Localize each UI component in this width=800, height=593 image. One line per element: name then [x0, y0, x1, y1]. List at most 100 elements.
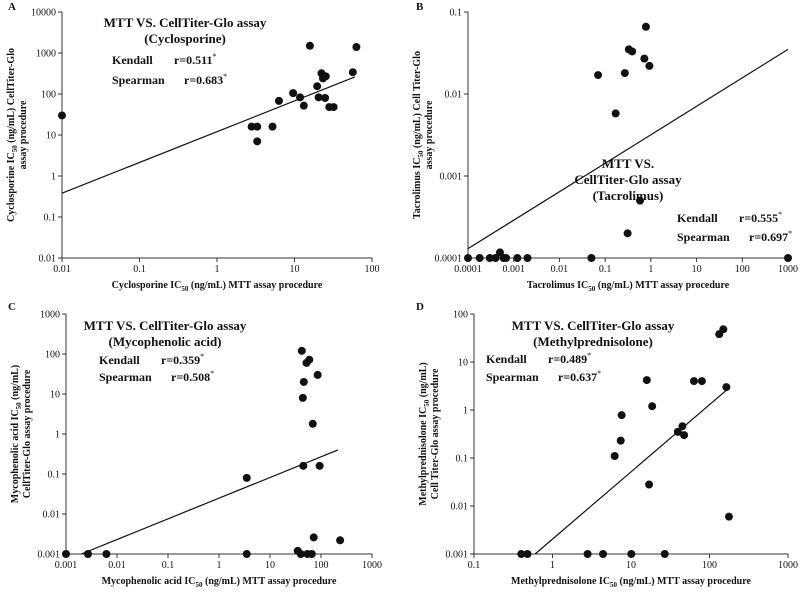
data-point [491, 254, 500, 262]
x-tick-label: 100 [314, 560, 329, 571]
stat-name: Spearman [112, 73, 165, 87]
y-tick-label: 0.0001 [435, 254, 463, 265]
data-point [636, 196, 645, 205]
data-point [336, 536, 345, 545]
y-tick-label: 10 [46, 131, 56, 142]
x-tick-label: 1 [217, 560, 222, 571]
data-point [587, 254, 596, 262]
data-point [517, 550, 526, 558]
panel-letter: B [416, 1, 424, 13]
data-point [348, 68, 357, 77]
panel-title: CellTiter-Glo assay [574, 172, 682, 187]
stat-value: r=0.555* [739, 210, 782, 225]
data-point [645, 480, 654, 489]
x-tick-label: 100 [365, 264, 380, 275]
data-point [627, 550, 636, 558]
y-axis-label-line1: Methylprednisolone IC50 (ng/mL) [418, 362, 431, 506]
data-point [673, 427, 682, 436]
data-point [719, 325, 728, 334]
panel-title: MTT VS. CellTiter-Glo assay [84, 318, 247, 333]
data-point [475, 254, 484, 262]
data-point [321, 93, 330, 102]
stat-value: r=0.359* [161, 352, 204, 367]
x-axis-label: Tacrolimus IC50 (ng/mL) MTT assay proced… [527, 280, 730, 293]
x-axis-label: Methylprednisolone IC50 (ng/mL) MTT assa… [511, 576, 751, 589]
x-axis-label: Mycophenolic acid IC50 (ng/mL) MTT assay… [102, 576, 337, 589]
data-point [297, 346, 306, 355]
x-tick-label: 10 [692, 264, 702, 275]
data-point [641, 22, 650, 31]
y-tick-label: 0.01 [445, 90, 463, 101]
stat-name: Spearman [677, 230, 730, 244]
data-point [296, 93, 305, 102]
data-point [502, 254, 511, 262]
data-point [268, 122, 277, 131]
data-point [660, 550, 669, 558]
y-axis-label-line2: Cell Titer-Glo assay procedure [430, 368, 441, 499]
data-point [58, 111, 66, 120]
data-point [640, 54, 649, 63]
x-tick-label: 1 [648, 264, 653, 275]
data-point [296, 550, 305, 558]
data-point [313, 82, 322, 91]
x-tick-label: 0.1 [133, 264, 146, 275]
y-axis-label-line1: Cyclosporine IC50 (ng/mL) CellTiter-Glo [6, 48, 19, 222]
regression-line [61, 76, 356, 194]
data-point [274, 96, 283, 105]
stat-value: r=0.637* [558, 369, 601, 384]
data-point [722, 383, 731, 392]
stat-name: Kendall [486, 352, 527, 366]
y-tick-label: 1 [55, 430, 60, 441]
y-tick-label: 0.001 [446, 550, 469, 561]
data-point [697, 377, 706, 386]
panel-letter: D [416, 301, 424, 313]
y-tick-label: 0.01 [39, 254, 57, 265]
data-point [599, 550, 608, 558]
data-point [616, 436, 625, 445]
x-tick-label: 1 [215, 264, 220, 275]
data-point [83, 550, 92, 558]
x-tick-label: 1000 [362, 560, 382, 571]
y-tick-label: 0.1 [44, 213, 57, 224]
x-tick-label: 1 [550, 560, 555, 571]
stat-name: Kendall [112, 53, 153, 67]
stat-name: Spearman [486, 370, 539, 384]
data-point [102, 550, 111, 558]
data-point [298, 393, 307, 402]
panel-letter: C [8, 301, 16, 313]
data-point [313, 370, 322, 379]
data-point [307, 550, 316, 558]
data-point [352, 43, 361, 52]
y-tick-label: 10000 [31, 8, 56, 19]
y-tick-label: 0.01 [451, 502, 469, 513]
y-tick-label: 0.001 [38, 550, 61, 561]
data-point [62, 550, 70, 558]
y-axis-label-line2: assay procedure [424, 100, 435, 169]
data-point [513, 254, 522, 262]
data-point [299, 377, 308, 386]
x-tick-label: 1000 [778, 560, 798, 571]
x-tick-label: 0.1 [468, 560, 481, 571]
data-point [594, 71, 603, 80]
data-point [648, 402, 657, 411]
panel-title: (Tacrolimus) [593, 188, 664, 203]
data-point [314, 93, 323, 102]
data-point [623, 229, 632, 238]
data-point [628, 47, 637, 56]
data-point [321, 72, 330, 81]
stat-value: r=0.697* [749, 229, 792, 244]
panel-title: MTT VS. CellTiter-Glo assay [512, 318, 675, 333]
x-axis-label: Cyclosporine IC50 (ng/mL) MTT assay proc… [112, 280, 323, 293]
data-point [253, 137, 262, 146]
panel-b: B 0.0001 0.001 0.01 0.1 1 10 100 1000 0.0001 0.001… [412, 1, 798, 293]
x-tick-label: 0.01 [108, 560, 126, 571]
x-tick-label: 1000 [778, 264, 798, 275]
y-axis-label-line2: CellTiter-Glo assay procedure [22, 369, 33, 498]
y-tick-label: 1000 [40, 310, 60, 321]
data-point [253, 122, 262, 131]
data-point [305, 41, 314, 50]
data-point [642, 376, 651, 385]
data-point [308, 419, 317, 428]
x-tick-label: 100 [735, 264, 750, 275]
data-point [485, 254, 494, 262]
